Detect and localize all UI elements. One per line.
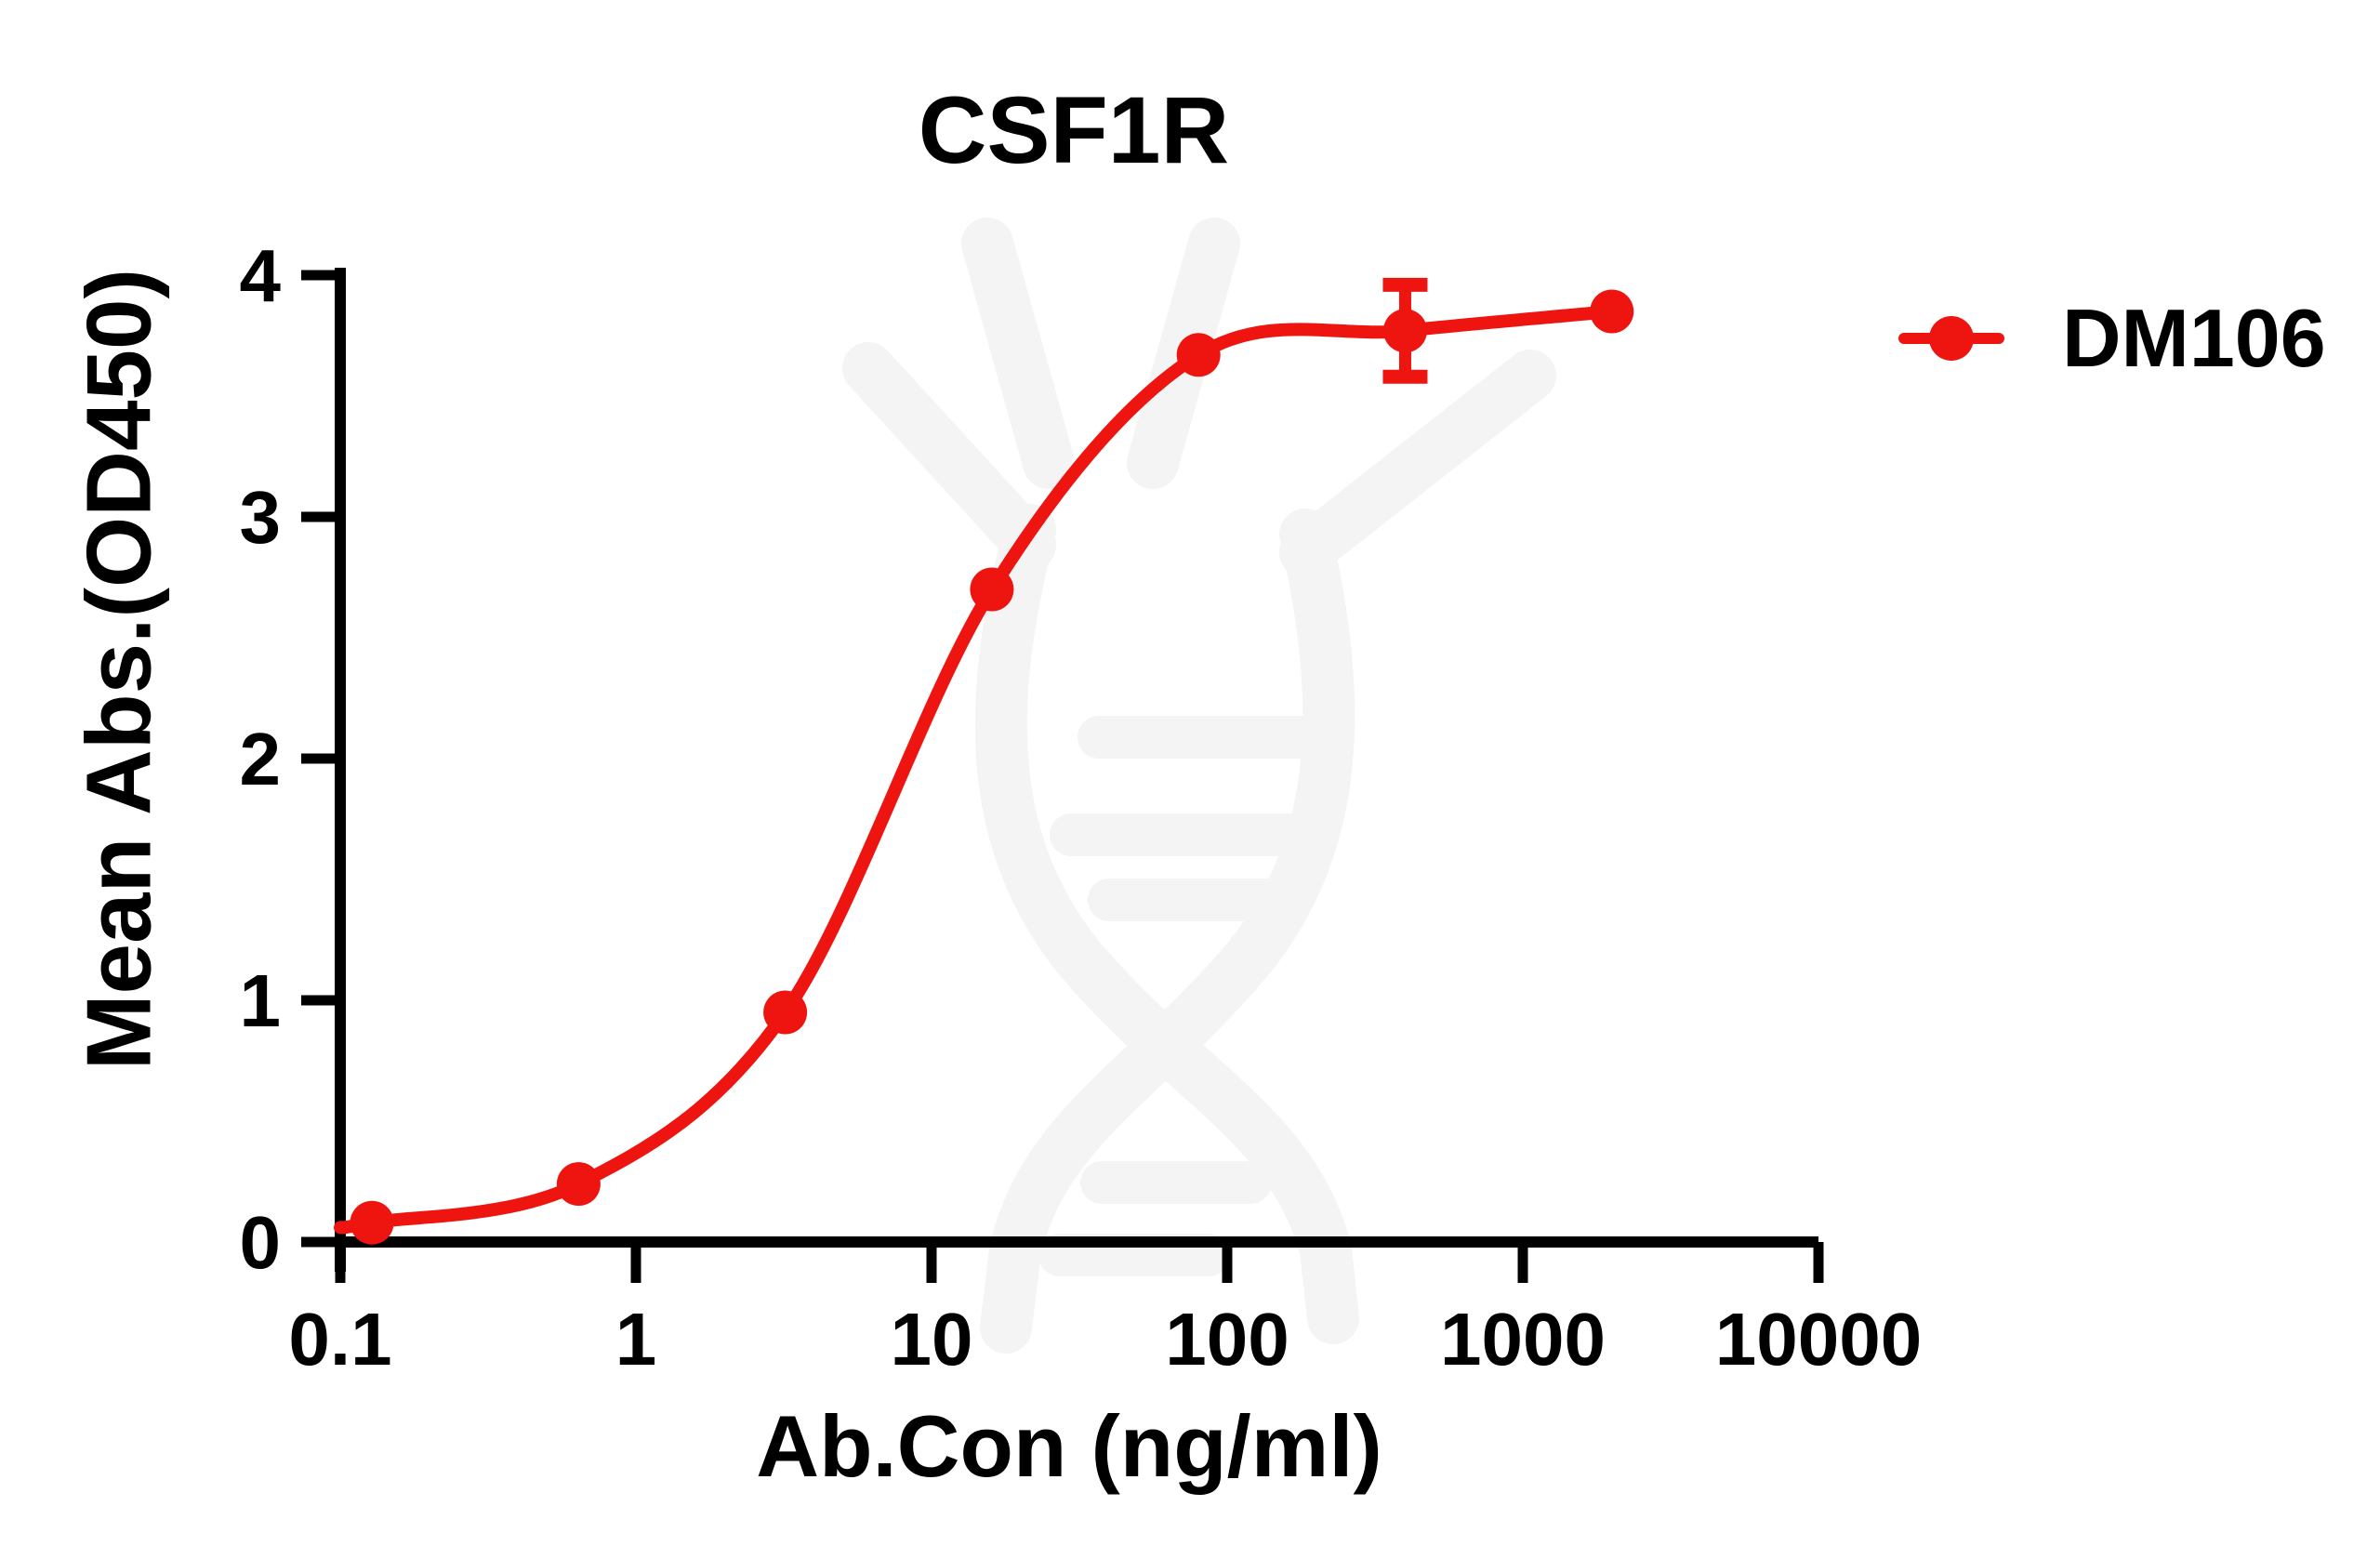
y-tick-label: 0 [240,1201,282,1284]
data-point [1176,333,1221,377]
data-point [1382,309,1427,353]
axes: 0.1 1 10 100 1000 10000 0 1 2 3 4 [240,234,1923,1381]
data-point [763,990,808,1035]
watermark-arm-outer-left-icon [842,342,1056,571]
chart-title: CSF1R [918,77,1230,183]
data-point [556,1162,601,1207]
fit-curve [334,305,1619,1235]
y-axis-title: Mean Abs.(OD450) [67,268,170,1071]
watermark-arm-inner-left-icon [961,218,1075,489]
x-tick-label: 10 [891,1298,973,1381]
legend-series-label: DM106 [2062,292,2326,384]
dna-antibody-watermark [842,218,1556,1354]
watermark-helix-strand-left-icon [974,504,1359,1344]
legend: DM106 [1887,297,2371,400]
watermark-arm-outer-right-icon [1279,350,1556,578]
y-tick-label: 3 [240,476,282,559]
y-tick-label: 4 [240,234,282,317]
data-point [970,567,1014,612]
watermark-helix-strand-right-icon [980,509,1355,1354]
data-point [1590,289,1634,334]
x-tick-label: 0.1 [288,1298,391,1381]
y-tick-label: 2 [240,718,282,800]
data-point [350,1200,394,1245]
x-tick-label: 1 [615,1298,657,1381]
x-tick-label: 10000 [1715,1298,1922,1381]
y-tick-label: 1 [240,959,282,1042]
series-dm106 [334,277,1634,1245]
x-axis-title: Ab.Con (ng/ml) [756,1397,1382,1495]
x-tick-label: 100 [1165,1298,1289,1381]
legend-dot-marker-icon [1929,316,1974,361]
x-tick-label: 1000 [1440,1298,1606,1381]
